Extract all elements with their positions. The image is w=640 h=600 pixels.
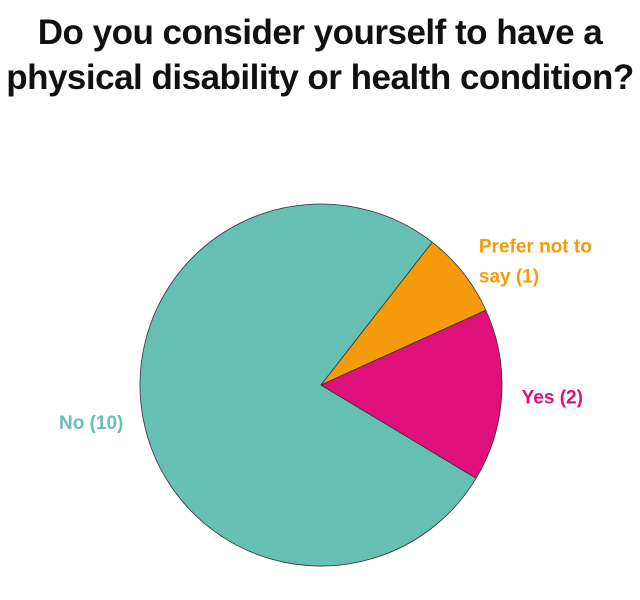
slice-label-line: No (10): [59, 413, 123, 434]
pie-slice-yes: [320, 309, 503, 479]
pie-slice-no: [139, 203, 477, 567]
slice-label-yes: Yes (2): [522, 388, 583, 409]
slice-label-line: say (1): [479, 267, 539, 288]
slice-label-line: Yes (2): [522, 388, 583, 409]
slice-label-no: No (10): [59, 413, 123, 434]
slice-label-line: Prefer not to: [479, 237, 592, 258]
chart-title-line-1: Do you consider yourself to have a: [37, 13, 603, 52]
chart-title-line-2: physical disability or health condition?: [6, 58, 634, 97]
chart-title: Do you consider yourself to have a physi…: [0, 10, 640, 100]
slice-label-prefer-not-to-say: Prefer not to say (1): [479, 237, 592, 288]
